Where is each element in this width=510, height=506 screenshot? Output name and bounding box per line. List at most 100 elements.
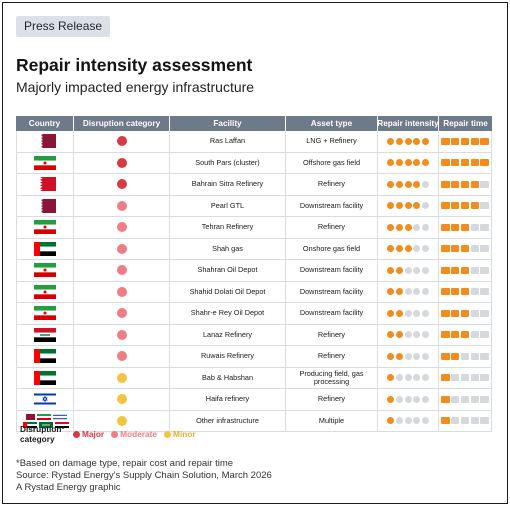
legend-label: Disruption* category bbox=[20, 424, 65, 444]
intensity-empty-dot bbox=[395, 374, 403, 382]
time-filled-block bbox=[451, 266, 460, 274]
time-filled-block bbox=[470, 137, 479, 145]
asset-type-cell: Offshore gas field bbox=[286, 152, 378, 173]
time-empty-block bbox=[480, 374, 489, 382]
disruption-category-cell bbox=[74, 152, 170, 173]
major-category-dot-icon bbox=[116, 157, 127, 168]
repair-time-cell bbox=[439, 346, 492, 367]
time-empty-block bbox=[480, 331, 489, 339]
table-body: Ras Laffan LNG + Refinery South Pars (clus… bbox=[16, 131, 492, 432]
intensity-filled-dot bbox=[387, 395, 395, 403]
intensity-filled-dot bbox=[413, 137, 421, 145]
intensity-filled-dot bbox=[387, 180, 395, 188]
table-header: Country Disruption category Facility Ass… bbox=[16, 116, 492, 131]
table-row: Lanaz Refinery Refinery bbox=[16, 324, 492, 346]
legend-item-major: Major bbox=[73, 429, 104, 439]
intensity-filled-dot bbox=[387, 223, 395, 231]
asset-type-cell: Downstream facility bbox=[286, 195, 378, 216]
asset-type-cell: Downstream facility bbox=[286, 281, 378, 302]
uae-flag-icon bbox=[34, 370, 56, 385]
intensity-empty-dot bbox=[413, 223, 421, 231]
intensity-empty-dot bbox=[413, 288, 421, 296]
intensity-empty-dot bbox=[395, 417, 403, 425]
repair-time-cell bbox=[439, 260, 492, 281]
repair-time-cell bbox=[439, 389, 492, 410]
time-empty-block bbox=[470, 331, 479, 339]
facility-cell: Ras Laffan bbox=[170, 131, 286, 152]
moderate-category-dot-icon bbox=[116, 329, 127, 340]
time-empty-block bbox=[480, 266, 489, 274]
time-filled-block bbox=[441, 245, 450, 253]
column-header-facility: Facility bbox=[170, 116, 286, 131]
time-empty-block bbox=[460, 417, 470, 425]
column-header-asset-type: Asset type bbox=[286, 116, 378, 131]
intensity-empty-dot bbox=[421, 395, 429, 403]
repair-intensity-cell bbox=[378, 260, 439, 281]
table-row: Shahr-e Rey Oil Depot Downstream facility bbox=[16, 303, 492, 325]
intensity-filled-dot bbox=[395, 331, 403, 339]
time-filled-block bbox=[470, 202, 479, 210]
table-row: Other infrastructure Multiple bbox=[16, 410, 492, 432]
graphic-subtitle: Majorly impacted energy infrastructure bbox=[16, 79, 255, 95]
intensity-empty-dot bbox=[413, 245, 421, 253]
time-filled-block bbox=[460, 159, 470, 167]
time-filled-block bbox=[441, 180, 450, 188]
facility-cell: Lanaz Refinery bbox=[170, 324, 286, 345]
intensity-filled-dot bbox=[387, 137, 395, 145]
intensity-filled-dot bbox=[387, 288, 395, 296]
table-row: Bahrain Sitra Refinery Refinery bbox=[16, 174, 492, 196]
facility-cell: Bab & Habshan bbox=[170, 367, 286, 388]
time-filled-block bbox=[441, 309, 450, 317]
time-filled-block bbox=[441, 331, 450, 339]
repair-intensity-cell bbox=[378, 346, 439, 367]
major-category-dot-icon bbox=[116, 136, 127, 147]
intensity-filled-dot bbox=[413, 159, 421, 167]
intensity-filled-dot bbox=[387, 309, 395, 317]
time-filled-block bbox=[470, 159, 479, 167]
time-empty-block bbox=[470, 374, 479, 382]
disruption-category-cell bbox=[74, 389, 170, 410]
intensity-filled-dot bbox=[387, 159, 395, 167]
table-row: Ruwais Refinery Refinery bbox=[16, 346, 492, 368]
country-cell bbox=[16, 238, 74, 259]
iran-flag-icon bbox=[34, 306, 56, 321]
country-cell bbox=[16, 195, 74, 216]
table-row: Haifa refinery Refinery bbox=[16, 389, 492, 411]
disruption-category-cell bbox=[74, 174, 170, 195]
asset-type-cell: LNG + Refinery bbox=[286, 131, 378, 152]
intensity-empty-dot bbox=[421, 417, 429, 425]
repair-intensity-cell bbox=[378, 238, 439, 259]
time-filled-block bbox=[451, 288, 460, 296]
country-cell bbox=[16, 324, 74, 345]
intensity-empty-dot bbox=[395, 395, 403, 403]
time-filled-block bbox=[480, 137, 489, 145]
repair-time-cell bbox=[439, 131, 492, 152]
intensity-filled-dot bbox=[387, 417, 395, 425]
disruption-category-cell bbox=[74, 281, 170, 302]
repair-intensity-cell bbox=[378, 303, 439, 324]
time-empty-block bbox=[470, 245, 479, 253]
intensity-empty-dot bbox=[421, 245, 429, 253]
time-filled-block bbox=[460, 137, 470, 145]
repair-time-cell bbox=[439, 410, 492, 431]
intensity-empty-dot bbox=[413, 266, 421, 274]
time-filled-block bbox=[441, 266, 450, 274]
country-cell bbox=[16, 346, 74, 367]
repair-time-cell bbox=[439, 303, 492, 324]
footer-notes: *Based on damage type, repair cost and r… bbox=[16, 458, 272, 494]
time-empty-block bbox=[460, 395, 470, 403]
intensity-empty-dot bbox=[413, 309, 421, 317]
facility-cell: Shah gas bbox=[170, 238, 286, 259]
intensity-filled-dot bbox=[387, 245, 395, 253]
iran-flag-icon bbox=[34, 220, 56, 235]
intensity-empty-dot bbox=[404, 417, 412, 425]
intensity-empty-dot bbox=[404, 374, 412, 382]
table-row: Shahid Dolati Oil Depot Downstream facili… bbox=[16, 281, 492, 303]
time-filled-block bbox=[451, 137, 460, 145]
intensity-filled-dot bbox=[421, 159, 429, 167]
repair-time-cell bbox=[439, 238, 492, 259]
repair-time-cell bbox=[439, 195, 492, 216]
facility-cell: Shahran Oil Depot bbox=[170, 260, 286, 281]
time-filled-block bbox=[460, 202, 470, 210]
repair-intensity-cell bbox=[378, 410, 439, 431]
